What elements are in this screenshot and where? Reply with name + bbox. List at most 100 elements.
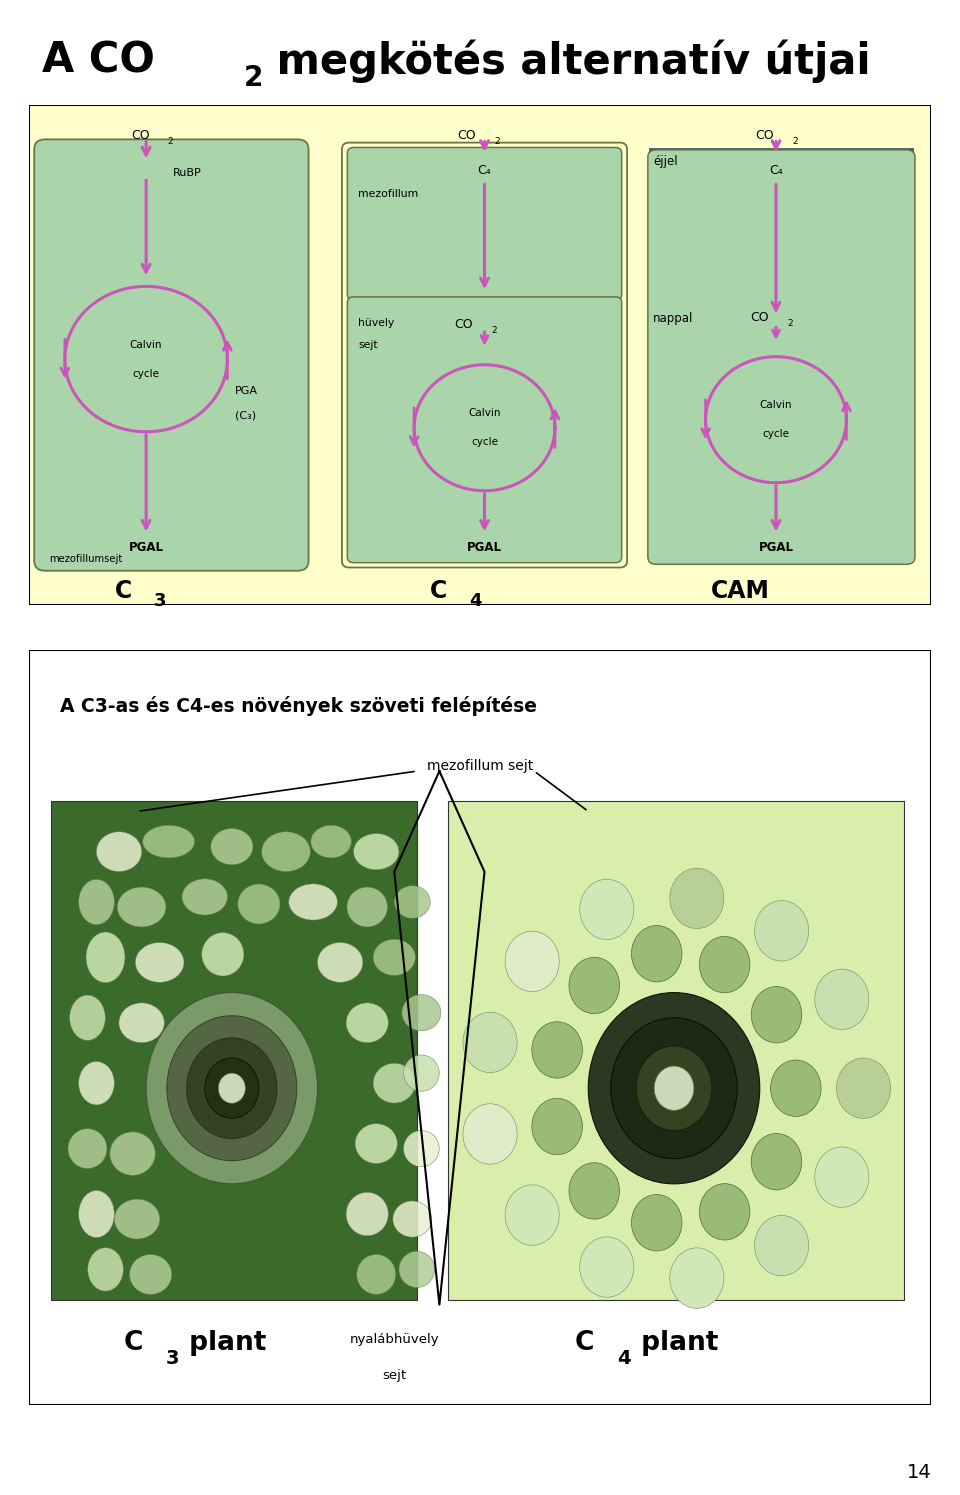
- Ellipse shape: [347, 1003, 388, 1042]
- Text: Calvin: Calvin: [468, 408, 501, 419]
- Circle shape: [815, 1147, 869, 1208]
- Bar: [650, 356, 913, 365]
- Bar: [650, 150, 913, 160]
- Bar: [650, 293, 913, 303]
- Ellipse shape: [395, 885, 430, 918]
- Circle shape: [218, 1073, 246, 1103]
- Circle shape: [752, 1133, 802, 1190]
- Text: CAM: CAM: [710, 579, 769, 602]
- Text: 2: 2: [492, 326, 497, 335]
- Bar: [448, 801, 904, 1299]
- Bar: [650, 221, 913, 232]
- Bar: [650, 200, 913, 211]
- Ellipse shape: [262, 831, 310, 872]
- Text: 3: 3: [166, 1350, 180, 1368]
- Circle shape: [569, 1163, 619, 1218]
- Circle shape: [463, 1103, 517, 1165]
- Bar: [52, 801, 417, 1299]
- Text: Calvin: Calvin: [759, 401, 792, 410]
- Text: CO: CO: [756, 129, 774, 142]
- Bar: [650, 438, 913, 448]
- Ellipse shape: [353, 834, 399, 870]
- Text: PGAL: PGAL: [129, 541, 163, 553]
- Bar: [650, 232, 913, 242]
- Ellipse shape: [79, 1190, 114, 1238]
- FancyBboxPatch shape: [342, 142, 627, 568]
- Text: C₄: C₄: [478, 164, 492, 178]
- Text: 4: 4: [617, 1350, 631, 1368]
- Circle shape: [146, 993, 318, 1184]
- Text: cycle: cycle: [132, 369, 159, 378]
- Ellipse shape: [79, 879, 114, 924]
- Text: 2: 2: [244, 64, 263, 93]
- Circle shape: [505, 931, 560, 991]
- Bar: [650, 335, 913, 345]
- Ellipse shape: [347, 887, 388, 927]
- Circle shape: [580, 1236, 634, 1298]
- Text: plant: plant: [180, 1331, 267, 1356]
- Ellipse shape: [355, 1124, 397, 1163]
- Circle shape: [167, 1015, 297, 1160]
- Ellipse shape: [87, 1248, 124, 1292]
- Text: éjjel: éjjel: [653, 154, 678, 167]
- Text: Calvin: Calvin: [130, 339, 162, 350]
- Circle shape: [670, 1248, 724, 1308]
- Text: CO: CO: [458, 129, 476, 142]
- FancyBboxPatch shape: [29, 105, 931, 605]
- Text: megkötés alternatív útjai: megkötés alternatív útjai: [262, 39, 871, 82]
- Circle shape: [752, 987, 802, 1044]
- Text: sejt: sejt: [358, 341, 378, 350]
- Text: C: C: [575, 1331, 594, 1356]
- Bar: [650, 541, 913, 550]
- Ellipse shape: [135, 942, 184, 982]
- Ellipse shape: [289, 884, 337, 919]
- Text: 4: 4: [469, 592, 482, 610]
- Circle shape: [187, 1038, 277, 1139]
- Text: hüvely: hüvely: [358, 318, 395, 327]
- Text: 14: 14: [906, 1464, 931, 1482]
- Bar: [650, 272, 913, 283]
- Bar: [650, 417, 913, 428]
- Ellipse shape: [109, 1132, 156, 1175]
- Circle shape: [699, 1184, 750, 1239]
- Text: nyalábhüvely: nyalábhüvely: [349, 1334, 439, 1347]
- Text: 2: 2: [168, 136, 174, 145]
- Ellipse shape: [357, 1254, 396, 1295]
- Circle shape: [771, 1060, 821, 1117]
- Ellipse shape: [238, 884, 280, 924]
- Ellipse shape: [311, 825, 351, 858]
- Text: PGA: PGA: [234, 386, 257, 396]
- Bar: [650, 457, 913, 468]
- Bar: [650, 550, 913, 561]
- Ellipse shape: [117, 887, 166, 927]
- Text: C: C: [114, 579, 132, 602]
- Text: C: C: [124, 1331, 143, 1356]
- Ellipse shape: [119, 1003, 164, 1042]
- Bar: [650, 303, 913, 314]
- Ellipse shape: [373, 939, 416, 975]
- Ellipse shape: [403, 1130, 440, 1166]
- Ellipse shape: [130, 1254, 172, 1295]
- Text: nappal: nappal: [653, 312, 694, 326]
- Bar: [650, 211, 913, 221]
- Ellipse shape: [68, 1129, 107, 1169]
- Bar: [650, 242, 913, 253]
- Circle shape: [532, 1099, 583, 1154]
- Bar: [650, 169, 913, 179]
- Bar: [650, 179, 913, 190]
- Text: 2: 2: [788, 318, 793, 327]
- Text: 2: 2: [792, 136, 798, 145]
- FancyBboxPatch shape: [348, 148, 622, 300]
- Bar: [650, 324, 913, 335]
- Bar: [650, 407, 913, 417]
- Ellipse shape: [143, 825, 195, 858]
- Text: 2: 2: [494, 136, 500, 145]
- Bar: [650, 478, 913, 489]
- Bar: [650, 386, 913, 396]
- Circle shape: [588, 993, 759, 1184]
- Bar: [650, 283, 913, 293]
- Circle shape: [532, 1021, 583, 1078]
- Ellipse shape: [373, 1063, 416, 1103]
- Text: A C3-as és C4-es növények szöveti felépítése: A C3-as és C4-es növények szöveti felépí…: [60, 695, 538, 716]
- Circle shape: [463, 1012, 517, 1072]
